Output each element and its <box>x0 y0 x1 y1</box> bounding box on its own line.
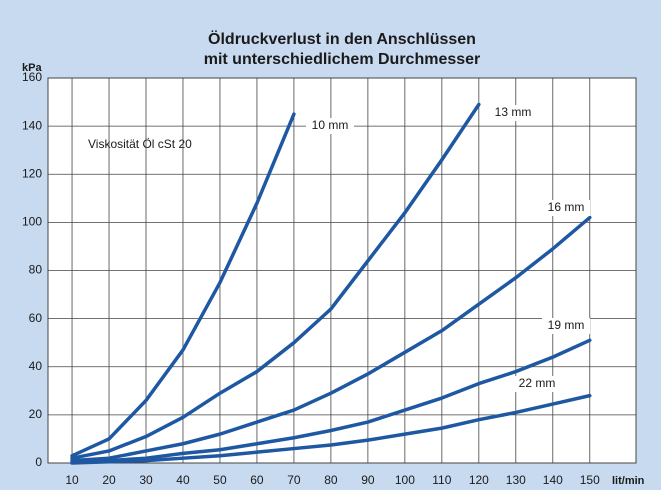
label-bg <box>542 200 590 216</box>
y-tick-label: 140 <box>22 118 42 132</box>
x-tick-label: 60 <box>250 473 264 487</box>
annotation: Viskosität Öl cSt 20 <box>88 137 192 151</box>
line-series <box>70 338 592 464</box>
legend-label: 16 mm <box>548 200 585 214</box>
x-tick-label: 20 <box>102 473 116 487</box>
y-tick-label: 20 <box>29 407 43 421</box>
x-tick-label: 80 <box>324 473 338 487</box>
y-tick-label: 0 <box>35 455 42 469</box>
line-series <box>70 112 296 458</box>
y-tick-label: 80 <box>29 263 43 277</box>
x-tick-label: 50 <box>213 473 227 487</box>
x-tick-label: 110 <box>432 473 451 487</box>
label-bg <box>489 105 537 121</box>
x-axis-label: lit/min <box>612 475 645 487</box>
chart-title: mit unterschiedlichem Durchmesser <box>204 51 481 68</box>
legend-label: 22 mm <box>519 376 556 390</box>
y-tick-label: 160 <box>22 70 42 84</box>
x-tick-label: 70 <box>287 473 301 487</box>
x-tick-label: 130 <box>506 473 526 487</box>
y-tick-label: 120 <box>22 166 42 180</box>
label-bg <box>542 318 590 334</box>
line-series <box>70 393 592 465</box>
legend-label: 13 mm <box>495 105 532 119</box>
legend-label: 10 mm <box>312 118 349 132</box>
y-tick-label: 60 <box>29 311 43 325</box>
x-tick-label: 100 <box>395 473 415 487</box>
label-bg <box>306 118 354 134</box>
line-series <box>70 215 592 463</box>
x-tick-label: 140 <box>543 473 563 487</box>
x-tick-label: 40 <box>176 473 190 487</box>
y-axis-label: kPa <box>22 62 42 74</box>
x-tick-label: 120 <box>469 473 489 487</box>
y-tick-label: 100 <box>22 215 42 229</box>
line-series <box>70 102 481 460</box>
label-bg <box>513 376 561 392</box>
x-tick-label: 150 <box>580 473 600 487</box>
chart-title: Öldruckverlust in den Anschlüssen <box>208 29 476 48</box>
x-tick-label: 10 <box>65 473 79 487</box>
y-tick-label: 40 <box>29 359 43 373</box>
legend-label: 19 mm <box>548 318 585 332</box>
x-tick-label: 90 <box>361 473 375 487</box>
x-tick-label: 30 <box>139 473 153 487</box>
